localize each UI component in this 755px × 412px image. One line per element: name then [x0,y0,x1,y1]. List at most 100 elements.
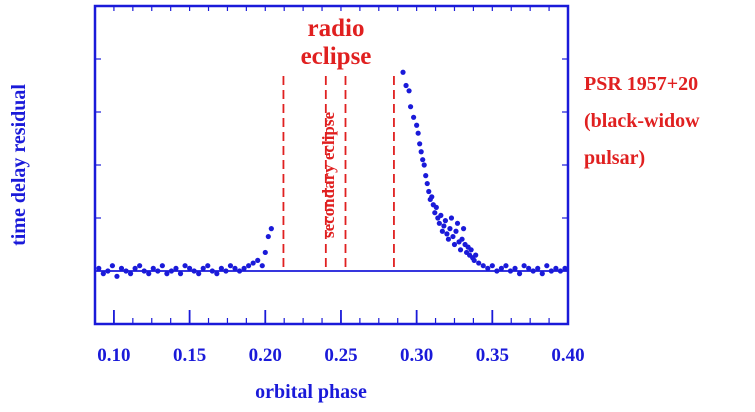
data-point [418,149,424,155]
data-point [250,260,256,266]
data-point [137,263,143,269]
data-point [457,247,464,253]
data-point [450,233,456,240]
data-point [562,265,568,271]
data-point [476,260,482,266]
data-point [411,114,417,120]
x-tick-label: 0.20 [249,345,282,366]
data-point [417,141,423,147]
data-point [557,268,564,274]
data-point [159,263,165,269]
data-point [164,271,170,277]
data-point [526,265,532,271]
secondary-eclipse-label: secondary eclipse [319,112,338,239]
axis-ticks [94,6,569,324]
data-point [403,82,409,89]
data-point [433,204,439,210]
pulsar-label-line3: pulsar) [584,147,645,169]
data-point [444,231,450,237]
data-point [480,263,486,269]
eclipse-lines [282,76,395,270]
data-point [241,265,247,271]
x-tick-label: 0.30 [400,345,433,366]
data-point [132,265,138,271]
data-point [150,265,156,271]
data-point [414,122,420,128]
data-point [442,218,448,224]
data-point [460,226,467,232]
data-point [471,257,477,263]
data-point [200,265,206,271]
data-point [420,157,426,163]
data-point [544,263,550,269]
x-tick-label: 0.15 [173,345,206,366]
data-point [441,223,447,229]
data-point [453,228,459,234]
radio-eclipse-label-line2: eclipse [301,43,372,70]
data-point [503,263,509,269]
data-point [424,180,430,187]
data-point [255,257,261,263]
data-point [498,265,505,271]
data-point [448,215,455,221]
data-point [214,271,220,277]
data-point [439,228,445,234]
data-point [507,268,514,274]
pulsar-label-line2: (black-widow [584,110,700,132]
data-point [421,162,427,168]
data-point [406,88,412,94]
data-point [209,268,215,274]
data-point [155,268,161,274]
data-point [96,265,102,271]
data-point [553,265,559,271]
radio-eclipse-label-line1: radio [308,15,365,42]
data-point [223,268,229,274]
data-point [218,265,224,271]
data-point [182,263,188,269]
data-point [535,265,541,271]
data-point [227,263,234,269]
data-points [96,69,568,279]
data-point [232,265,238,271]
x-tick-label: 0.40 [551,345,584,366]
y-axis-label: time delay residual [8,84,30,246]
x-axis-label: orbital phase [255,381,367,403]
data-point [268,226,274,232]
data-point [539,271,545,277]
data-point [447,226,453,232]
data-point [512,265,518,271]
data-point [123,268,129,274]
data-point [485,265,491,271]
x-tick-label: 0.35 [476,345,509,366]
x-tick-labels: 0.10 0.15 0.20 0.25 0.30 0.35 0.40 [97,345,584,366]
data-point [516,271,523,277]
data-point [265,233,271,240]
data-point [432,210,438,216]
data-point [259,263,265,269]
data-point [459,236,465,242]
data-point [548,268,554,274]
data-point [400,69,406,75]
data-point [451,241,458,248]
x-tick-label: 0.10 [97,345,130,366]
pulsar-label-line1: PSR 1957+20 [584,73,698,95]
data-point [454,220,461,226]
data-point [436,220,442,226]
data-point [262,249,268,256]
data-point [445,236,452,242]
data-point [438,212,444,218]
data-point [407,104,414,110]
data-point [468,247,474,253]
data-point [429,194,435,200]
data-point [105,268,111,274]
data-point [205,263,211,269]
data-point [109,263,116,269]
data-point [196,271,202,277]
data-point [521,263,527,269]
data-point [473,252,479,258]
data-point [426,188,432,195]
data-point [494,268,500,274]
data-point [114,273,120,279]
data-point [530,268,536,274]
